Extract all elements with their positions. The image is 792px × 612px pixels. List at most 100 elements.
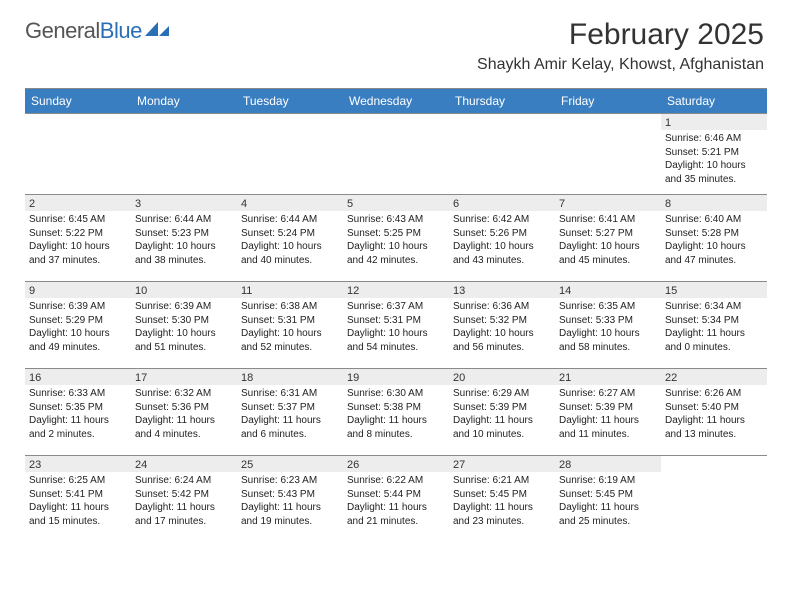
cell-line: Sunrise: 6:34 AM — [665, 300, 763, 314]
cell-line: Sunset: 5:44 PM — [347, 488, 445, 502]
cell-body: Sunrise: 6:27 AMSunset: 5:39 PMDaylight:… — [555, 385, 661, 445]
calendar-cell: 23Sunrise: 6:25 AMSunset: 5:41 PMDayligh… — [25, 456, 131, 542]
cell-line: Sunset: 5:38 PM — [347, 401, 445, 415]
day-number: 9 — [25, 282, 131, 298]
cell-line: Daylight: 11 hours and 17 minutes. — [135, 501, 233, 528]
title-block: February 2025 Shaykh Amir Kelay, Khowst,… — [477, 18, 764, 74]
calendar-cell: 24Sunrise: 6:24 AMSunset: 5:42 PMDayligh… — [131, 456, 237, 542]
day-header-row: Sunday Monday Tuesday Wednesday Thursday… — [25, 89, 767, 113]
calendar-cell: 2Sunrise: 6:45 AMSunset: 5:22 PMDaylight… — [25, 195, 131, 281]
day-number: 20 — [449, 369, 555, 385]
cell-line: Sunset: 5:39 PM — [559, 401, 657, 415]
calendar-cell — [449, 114, 555, 194]
calendar-cell: 16Sunrise: 6:33 AMSunset: 5:35 PMDayligh… — [25, 369, 131, 455]
cell-line: Sunset: 5:27 PM — [559, 227, 657, 241]
cell-line: Sunrise: 6:43 AM — [347, 213, 445, 227]
cell-line: Sunset: 5:34 PM — [665, 314, 763, 328]
cell-line: Sunrise: 6:37 AM — [347, 300, 445, 314]
location-subtitle: Shaykh Amir Kelay, Khowst, Afghanistan — [477, 56, 764, 74]
cell-line: Sunrise: 6:41 AM — [559, 213, 657, 227]
day-number: 14 — [555, 282, 661, 298]
day-number: 13 — [449, 282, 555, 298]
calendar-cell: 3Sunrise: 6:44 AMSunset: 5:23 PMDaylight… — [131, 195, 237, 281]
day-number: 15 — [661, 282, 767, 298]
brand-name-blue: Blue — [100, 18, 142, 43]
cell-line: Sunset: 5:24 PM — [241, 227, 339, 241]
day-number: 21 — [555, 369, 661, 385]
cell-line: Sunrise: 6:36 AM — [453, 300, 551, 314]
day-header: Monday — [131, 89, 237, 113]
day-number: 17 — [131, 369, 237, 385]
cell-body: Sunrise: 6:39 AMSunset: 5:29 PMDaylight:… — [25, 298, 131, 358]
day-number: 22 — [661, 369, 767, 385]
calendar-cell: 1Sunrise: 6:46 AMSunset: 5:21 PMDaylight… — [661, 114, 767, 194]
calendar-week: 23Sunrise: 6:25 AMSunset: 5:41 PMDayligh… — [25, 455, 767, 542]
cell-body — [661, 472, 767, 478]
day-header: Thursday — [449, 89, 555, 113]
cell-line: Sunrise: 6:31 AM — [241, 387, 339, 401]
calendar-cell: 28Sunrise: 6:19 AMSunset: 5:45 PMDayligh… — [555, 456, 661, 542]
cell-body: Sunrise: 6:26 AMSunset: 5:40 PMDaylight:… — [661, 385, 767, 445]
cell-line: Sunrise: 6:27 AM — [559, 387, 657, 401]
calendar-cell — [237, 114, 343, 194]
calendar-cell: 5Sunrise: 6:43 AMSunset: 5:25 PMDaylight… — [343, 195, 449, 281]
cell-line: Sunrise: 6:29 AM — [453, 387, 551, 401]
cell-body — [555, 130, 661, 136]
cell-body: Sunrise: 6:34 AMSunset: 5:34 PMDaylight:… — [661, 298, 767, 358]
cell-body — [449, 130, 555, 136]
day-number: 12 — [343, 282, 449, 298]
cell-line: Sunrise: 6:44 AM — [241, 213, 339, 227]
day-number — [131, 114, 237, 130]
cell-line: Sunrise: 6:42 AM — [453, 213, 551, 227]
cell-body: Sunrise: 6:25 AMSunset: 5:41 PMDaylight:… — [25, 472, 131, 532]
calendar-cell: 15Sunrise: 6:34 AMSunset: 5:34 PMDayligh… — [661, 282, 767, 368]
cell-line: Sunrise: 6:26 AM — [665, 387, 763, 401]
calendar-cell: 11Sunrise: 6:38 AMSunset: 5:31 PMDayligh… — [237, 282, 343, 368]
cell-body: Sunrise: 6:44 AMSunset: 5:23 PMDaylight:… — [131, 211, 237, 271]
calendar-cell: 21Sunrise: 6:27 AMSunset: 5:39 PMDayligh… — [555, 369, 661, 455]
cell-body: Sunrise: 6:45 AMSunset: 5:22 PMDaylight:… — [25, 211, 131, 271]
cell-line: Daylight: 10 hours and 51 minutes. — [135, 327, 233, 354]
cell-line: Daylight: 11 hours and 4 minutes. — [135, 414, 233, 441]
cell-line: Daylight: 11 hours and 2 minutes. — [29, 414, 127, 441]
calendar-cell — [343, 114, 449, 194]
cell-body: Sunrise: 6:31 AMSunset: 5:37 PMDaylight:… — [237, 385, 343, 445]
cell-body: Sunrise: 6:21 AMSunset: 5:45 PMDaylight:… — [449, 472, 555, 532]
calendar-cell: 7Sunrise: 6:41 AMSunset: 5:27 PMDaylight… — [555, 195, 661, 281]
cell-line: Sunrise: 6:44 AM — [135, 213, 233, 227]
brand-name: GeneralBlue — [25, 18, 142, 44]
day-header: Sunday — [25, 89, 131, 113]
day-number — [449, 114, 555, 130]
cell-line: Daylight: 11 hours and 11 minutes. — [559, 414, 657, 441]
cell-line: Sunrise: 6:25 AM — [29, 474, 127, 488]
cell-body: Sunrise: 6:43 AMSunset: 5:25 PMDaylight:… — [343, 211, 449, 271]
day-number: 16 — [25, 369, 131, 385]
cell-line: Sunset: 5:39 PM — [453, 401, 551, 415]
cell-line: Sunset: 5:33 PM — [559, 314, 657, 328]
cell-line: Daylight: 10 hours and 49 minutes. — [29, 327, 127, 354]
cell-line: Sunrise: 6:19 AM — [559, 474, 657, 488]
day-number — [555, 114, 661, 130]
cell-body: Sunrise: 6:44 AMSunset: 5:24 PMDaylight:… — [237, 211, 343, 271]
day-header: Wednesday — [343, 89, 449, 113]
calendar-cell: 13Sunrise: 6:36 AMSunset: 5:32 PMDayligh… — [449, 282, 555, 368]
brand-sail-icon — [145, 20, 171, 38]
day-header: Saturday — [661, 89, 767, 113]
cell-body — [25, 130, 131, 136]
cell-body — [343, 130, 449, 136]
cell-line: Daylight: 11 hours and 15 minutes. — [29, 501, 127, 528]
calendar-cell: 18Sunrise: 6:31 AMSunset: 5:37 PMDayligh… — [237, 369, 343, 455]
cell-line: Sunset: 5:31 PM — [347, 314, 445, 328]
cell-line: Sunset: 5:30 PM — [135, 314, 233, 328]
cell-line: Daylight: 11 hours and 13 minutes. — [665, 414, 763, 441]
cell-line: Sunset: 5:42 PM — [135, 488, 233, 502]
calendar-cell: 10Sunrise: 6:39 AMSunset: 5:30 PMDayligh… — [131, 282, 237, 368]
calendar-cell — [25, 114, 131, 194]
cell-line: Sunset: 5:23 PM — [135, 227, 233, 241]
cell-line: Daylight: 10 hours and 56 minutes. — [453, 327, 551, 354]
day-number: 23 — [25, 456, 131, 472]
cell-body: Sunrise: 6:35 AMSunset: 5:33 PMDaylight:… — [555, 298, 661, 358]
cell-line: Sunrise: 6:23 AM — [241, 474, 339, 488]
cell-body — [131, 130, 237, 136]
cell-line: Daylight: 10 hours and 52 minutes. — [241, 327, 339, 354]
